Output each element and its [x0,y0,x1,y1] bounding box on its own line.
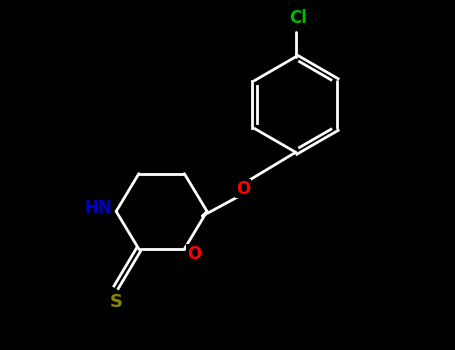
Text: HN: HN [85,199,113,217]
Text: O: O [187,245,202,262]
Text: Cl: Cl [289,9,307,27]
Text: O: O [236,180,251,198]
Text: S: S [110,293,123,311]
